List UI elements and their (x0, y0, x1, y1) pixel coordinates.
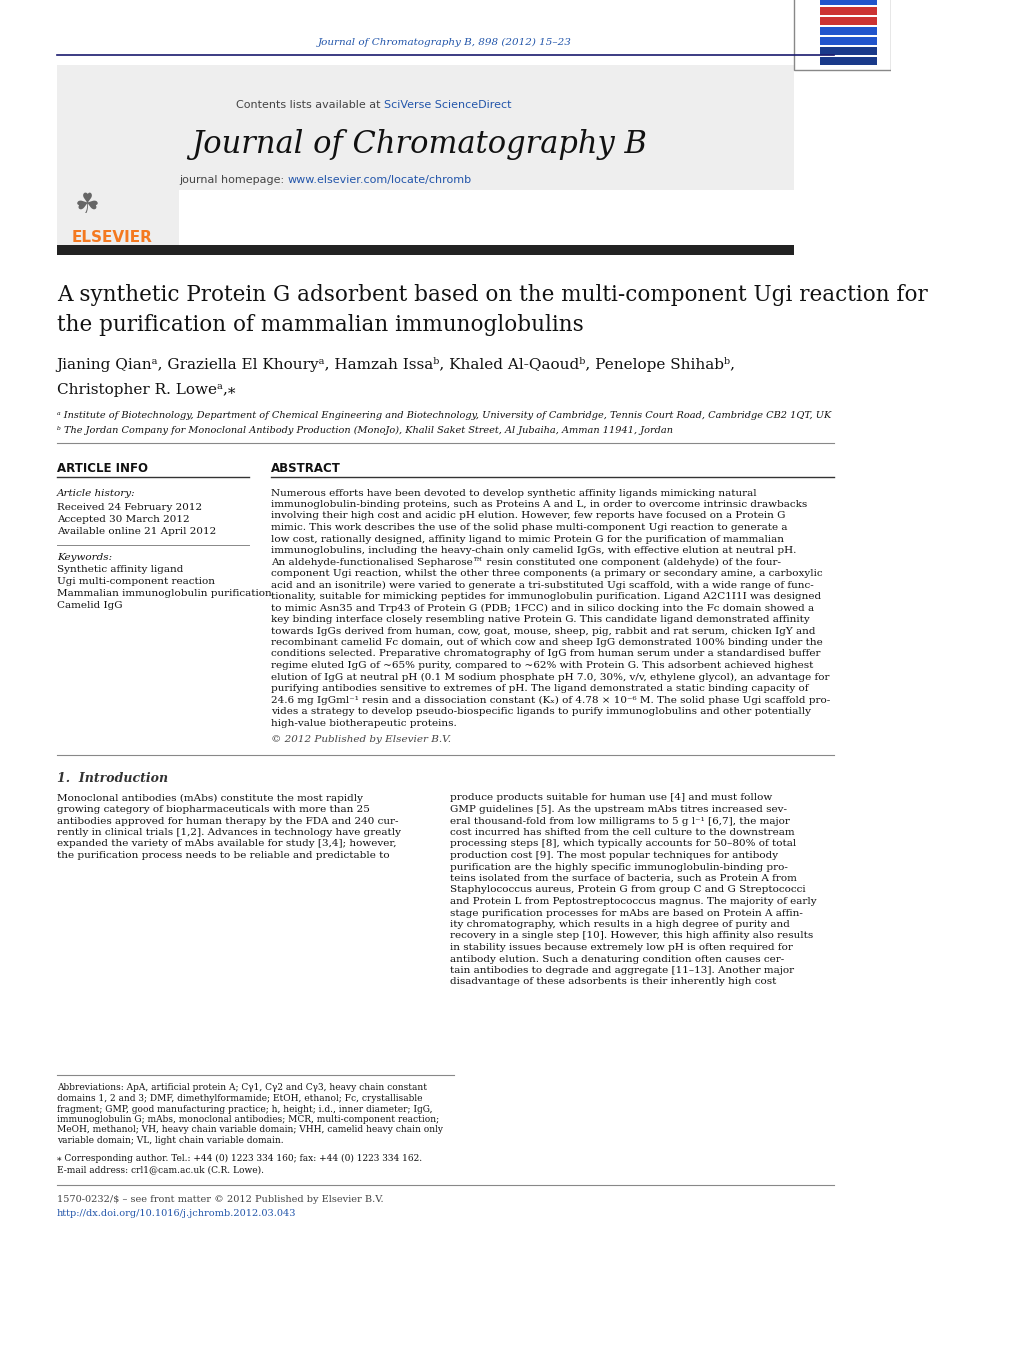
Text: purifying antibodies sensitive to extremes of pH. The ligand demonstrated a stat: purifying antibodies sensitive to extrem… (271, 684, 808, 693)
Text: rently in clinical trials [1,2]. Advances in technology have greatly: rently in clinical trials [1,2]. Advance… (57, 828, 400, 838)
Text: ᵃ Institute of Biotechnology, Department of Chemical Engineering and Biotechnolo: ᵃ Institute of Biotechnology, Department… (57, 411, 831, 420)
Text: domains 1, 2 and 3; DMF, dimethylformamide; EtOH, ethanol; Fc, crystallisable: domains 1, 2 and 3; DMF, dimethylformami… (57, 1094, 423, 1102)
Text: Available online 21 April 2012: Available online 21 April 2012 (57, 527, 216, 535)
Text: Synthetic affinity ligand: Synthetic affinity ligand (57, 566, 183, 574)
Text: SciVerse ScienceDirect: SciVerse ScienceDirect (384, 100, 512, 109)
Text: E-mail address: crl1@cam.ac.uk (C.R. Lowe).: E-mail address: crl1@cam.ac.uk (C.R. Low… (57, 1166, 263, 1174)
Text: Numerous efforts have been devoted to develop synthetic affinity ligands mimicki: Numerous efforts have been devoted to de… (271, 489, 757, 497)
Text: mimic. This work describes the use of the solid phase multi-component Ugi reacti: mimic. This work describes the use of th… (271, 523, 787, 532)
Text: involving their high cost and acidic pH elution. However, few reports have focus: involving their high cost and acidic pH … (271, 512, 785, 520)
Text: 1570-0232/$ – see front matter © 2012 Published by Elsevier B.V.: 1570-0232/$ – see front matter © 2012 Pu… (57, 1196, 383, 1205)
Text: Camelid IgG: Camelid IgG (57, 601, 123, 611)
Text: recovery in a single step [10]. However, this high affinity also results: recovery in a single step [10]. However,… (449, 931, 813, 940)
Text: purification are the highly specific immunoglobulin-binding pro-: purification are the highly specific imm… (449, 862, 787, 871)
Text: conditions selected. Preparative chromatography of IgG from human serum under a : conditions selected. Preparative chromat… (271, 650, 820, 658)
Text: Journal of Chromatography B: Journal of Chromatography B (191, 130, 647, 161)
Text: tain antibodies to degrade and aggregate [11–13]. Another major: tain antibodies to degrade and aggregate… (449, 966, 793, 975)
Text: expanded the variety of mAbs available for study [3,4]; however,: expanded the variety of mAbs available f… (57, 839, 396, 848)
Bar (57, 65, 794, 190)
Text: © 2012 Published by Elsevier B.V.: © 2012 Published by Elsevier B.V. (271, 735, 450, 744)
Text: immunoglobulins, including the heavy-chain only camelid IgGs, with effective elu: immunoglobulins, including the heavy-cha… (271, 546, 796, 555)
Text: growing category of biopharmaceuticals with more than 25: growing category of biopharmaceuticals w… (57, 805, 370, 815)
Text: acid and an isonitrile) were varied to generate a tri-substituted Ugi scaffold, : acid and an isonitrile) were varied to g… (271, 581, 814, 589)
Text: disadvantage of these adsorbents is their inherently high cost: disadvantage of these adsorbents is thei… (449, 978, 776, 986)
Text: tionality, suitable for mimicking peptides for immunoglobulin purification. Liga: tionality, suitable for mimicking peptid… (271, 592, 821, 601)
Text: Mammalian immunoglobulin purification: Mammalian immunoglobulin purification (57, 589, 272, 598)
Bar (794, 0, 891, 70)
Text: A synthetic Protein G adsorbent based on the multi-component Ugi reaction for: A synthetic Protein G adsorbent based on… (57, 284, 927, 305)
Bar (821, 47, 877, 55)
Text: immunoglobulin G; mAbs, monoclonal antibodies; MCR, multi-component reaction;: immunoglobulin G; mAbs, monoclonal antib… (57, 1115, 439, 1124)
Bar (821, 36, 877, 45)
Text: Staphylococcus aureus, Protein G from group C and G Streptococci: Staphylococcus aureus, Protein G from gr… (449, 885, 806, 894)
Text: ABSTRACT: ABSTRACT (271, 462, 340, 474)
Text: eral thousand-fold from low milligrams to 5 g l⁻¹ [6,7], the major: eral thousand-fold from low milligrams t… (449, 816, 789, 825)
Text: www.elsevier.com/locate/chromb: www.elsevier.com/locate/chromb (288, 176, 472, 185)
Text: production cost [9]. The most popular techniques for antibody: production cost [9]. The most popular te… (449, 851, 778, 861)
Text: ity chromatography, which results in a high degree of purity and: ity chromatography, which results in a h… (449, 920, 789, 929)
Bar (821, 27, 877, 35)
Text: 1.  Introduction: 1. Introduction (57, 771, 167, 785)
Text: Article history:: Article history: (57, 489, 136, 497)
Text: An aldehyde-functionalised Sepharose™ resin constituted one component (aldehyde): An aldehyde-functionalised Sepharose™ re… (271, 557, 781, 567)
Text: to mimic Asn35 and Trp43 of Protein G (PDB; 1FCC) and in silico docking into the: to mimic Asn35 and Trp43 of Protein G (P… (271, 604, 814, 612)
Text: fragment; GMP, good manufacturing practice; h, height; i.d., inner diameter; IgG: fragment; GMP, good manufacturing practi… (57, 1105, 432, 1113)
Text: immunoglobulin-binding proteins, such as Proteins A and L, in order to overcome : immunoglobulin-binding proteins, such as… (271, 500, 807, 509)
Text: teins isolated from the surface of bacteria, such as Protein A from: teins isolated from the surface of bacte… (449, 874, 796, 884)
Text: and Protein L from Peptostreptococcus magnus. The majority of early: and Protein L from Peptostreptococcus ma… (449, 897, 816, 907)
Text: cost incurred has shifted from the cell culture to the downstream: cost incurred has shifted from the cell … (449, 828, 794, 838)
Bar (821, 57, 877, 65)
Text: Accepted 30 March 2012: Accepted 30 March 2012 (57, 515, 189, 523)
Bar (57, 245, 794, 255)
Text: Ugi multi-component reaction: Ugi multi-component reaction (57, 577, 214, 586)
Text: key binding interface closely resembling native Protein G. This candidate ligand: key binding interface closely resembling… (271, 615, 810, 624)
Text: ELSEVIER: ELSEVIER (71, 230, 152, 245)
Text: processing steps [8], which typically accounts for 50–80% of total: processing steps [8], which typically ac… (449, 839, 795, 848)
Text: elution of IgG at neutral pH (0.1 M sodium phosphate pH 7.0, 30%, v/v, ethylene : elution of IgG at neutral pH (0.1 M sodi… (271, 673, 829, 681)
Text: Contents lists available at: Contents lists available at (236, 100, 384, 109)
Text: Christopher R. Loweᵃ,⁎: Christopher R. Loweᵃ,⁎ (57, 382, 235, 397)
Text: in stability issues because extremely low pH is often required for: in stability issues because extremely lo… (449, 943, 792, 952)
Bar (57, 120, 179, 245)
Text: ☘: ☘ (75, 190, 100, 219)
Text: ARTICLE INFO: ARTICLE INFO (57, 462, 148, 474)
Text: Monoclonal antibodies (mAbs) constitute the most rapidly: Monoclonal antibodies (mAbs) constitute … (57, 793, 362, 802)
Text: the purification process needs to be reliable and predictable to: the purification process needs to be rel… (57, 851, 389, 861)
Text: ᵇ The Jordan Company for Monoclonal Antibody Production (MonoJo), Khalil Saket S: ᵇ The Jordan Company for Monoclonal Anti… (57, 426, 673, 435)
Text: ⁎ Corresponding author. Tel.: +44 (0) 1223 334 160; fax: +44 (0) 1223 334 162.: ⁎ Corresponding author. Tel.: +44 (0) 12… (57, 1154, 422, 1163)
Text: Journal of Chromatography B, 898 (2012) 15–23: Journal of Chromatography B, 898 (2012) … (319, 38, 572, 46)
Text: Received 24 February 2012: Received 24 February 2012 (57, 503, 202, 512)
Text: antibody elution. Such a denaturing condition often causes cer-: antibody elution. Such a denaturing cond… (449, 955, 784, 963)
Text: http://dx.doi.org/10.1016/j.jchromb.2012.03.043: http://dx.doi.org/10.1016/j.jchromb.2012… (57, 1209, 296, 1217)
Text: towards IgGs derived from human, cow, goat, mouse, sheep, pig, rabbit and rat se: towards IgGs derived from human, cow, go… (271, 627, 815, 635)
Text: GMP guidelines [5]. As the upstream mAbs titres increased sev-: GMP guidelines [5]. As the upstream mAbs… (449, 805, 786, 815)
Text: low cost, rationally designed, affinity ligand to mimic Protein G for the purifi: low cost, rationally designed, affinity … (271, 535, 783, 543)
Bar (821, 18, 877, 26)
Text: Keywords:: Keywords: (57, 554, 112, 562)
Bar (821, 0, 877, 5)
Text: vides a strategy to develop pseudo-biospecific ligands to purify immunoglobulins: vides a strategy to develop pseudo-biosp… (271, 707, 811, 716)
Text: antibodies approved for human therapy by the FDA and 240 cur-: antibodies approved for human therapy by… (57, 816, 398, 825)
Text: variable domain; VL, light chain variable domain.: variable domain; VL, light chain variabl… (57, 1136, 284, 1146)
Text: Abbreviations: ApA, artificial protein A; Cγ1, Cγ2 and Cγ3, heavy chain constant: Abbreviations: ApA, artificial protein A… (57, 1084, 427, 1093)
Text: the purification of mammalian immunoglobulins: the purification of mammalian immunoglob… (57, 313, 583, 336)
Text: MeOH, methanol; VH, heavy chain variable domain; VHH, camelid heavy chain only: MeOH, methanol; VH, heavy chain variable… (57, 1125, 443, 1135)
Text: recombinant camelid Fc domain, out of which cow and sheep IgG demonstrated 100% : recombinant camelid Fc domain, out of wh… (271, 638, 822, 647)
Text: produce products suitable for human use [4] and must follow: produce products suitable for human use … (449, 793, 772, 802)
Text: component Ugi reaction, whilst the other three components (a primary or secondar: component Ugi reaction, whilst the other… (271, 569, 822, 578)
Text: stage purification processes for mAbs are based on Protein A affin-: stage purification processes for mAbs ar… (449, 908, 803, 917)
Text: high-value biotherapeutic proteins.: high-value biotherapeutic proteins. (271, 719, 456, 727)
Text: 24.6 mg IgGml⁻¹ resin and a dissociation constant (Kₓ) of 4.78 × 10⁻⁶ M. The sol: 24.6 mg IgGml⁻¹ resin and a dissociation… (271, 696, 830, 705)
Text: journal homepage:: journal homepage: (180, 176, 288, 185)
Text: Jianing Qianᵃ, Graziella El Khouryᵃ, Hamzah Issaᵇ, Khaled Al-Qaoudᵇ, Penelope Sh: Jianing Qianᵃ, Graziella El Khouryᵃ, Ham… (57, 358, 736, 373)
Text: regime eluted IgG of ~65% purity, compared to ~62% with Protein G. This adsorben: regime eluted IgG of ~65% purity, compar… (271, 661, 813, 670)
Bar (821, 7, 877, 15)
